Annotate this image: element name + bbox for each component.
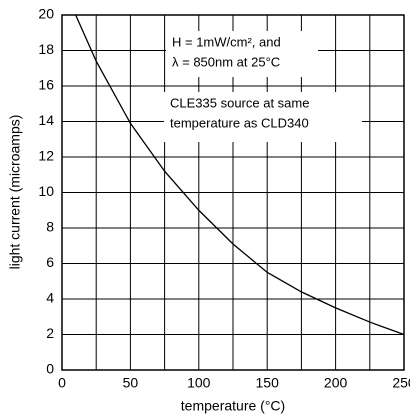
y-tick-label: 18: [38, 41, 54, 57]
x-axis-label: temperature (°C): [181, 398, 285, 414]
annotation-box: [164, 92, 362, 142]
y-tick-label: 16: [38, 77, 54, 93]
x-tick-label: 200: [324, 375, 348, 391]
x-tick-label: 150: [256, 375, 280, 391]
x-tick-label: 50: [123, 375, 139, 391]
y-tick-label: 6: [46, 254, 54, 270]
annotation-text: λ = 850nm at 25°C: [172, 54, 280, 69]
annotation-box: [166, 31, 318, 77]
y-tick-label: 2: [46, 325, 54, 341]
y-tick-label: 14: [38, 112, 54, 128]
data-line: [75, 14, 405, 336]
y-tick-label: 10: [38, 183, 54, 199]
x-tick-label: 0: [58, 375, 66, 391]
x-tick-label: 250: [392, 375, 410, 391]
y-tick-label: 4: [46, 290, 54, 306]
y-tick-label: 0: [46, 361, 54, 377]
x-tick-label: 100: [187, 375, 211, 391]
y-axis-label: light current (microamps): [7, 115, 23, 270]
annotation-text: H = 1mW/cm², and: [172, 34, 281, 49]
plot-frame: [61, 14, 405, 371]
y-tick-label: 12: [38, 148, 54, 164]
y-tick-label: 20: [38, 6, 54, 22]
y-tick-label: 8: [46, 219, 54, 235]
annotation-text: temperature as CLD340: [170, 115, 309, 130]
annotation-text: CLE335 source at same: [170, 95, 309, 110]
